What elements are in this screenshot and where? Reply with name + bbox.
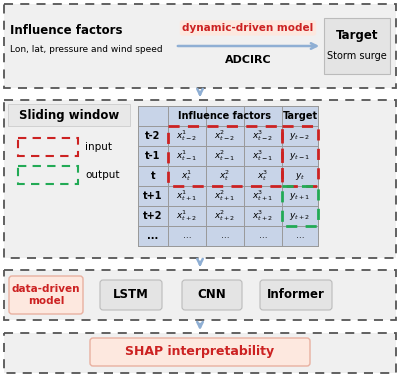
Text: ...: ... <box>147 231 159 241</box>
Bar <box>4 270 396 320</box>
Bar <box>138 106 318 246</box>
Bar <box>4 100 396 258</box>
Text: $x^1_{t+2}$: $x^1_{t+2}$ <box>176 209 198 223</box>
Text: data-driven
model: data-driven model <box>12 284 80 306</box>
Text: Influence factors: Influence factors <box>178 111 272 121</box>
Text: $y_{t+1}$: $y_{t+1}$ <box>289 191 311 202</box>
Text: ...: ... <box>221 232 229 241</box>
FancyBboxPatch shape <box>260 280 332 310</box>
FancyBboxPatch shape <box>9 276 83 314</box>
Text: t-1: t-1 <box>145 151 161 161</box>
Text: CNN: CNN <box>198 288 226 302</box>
Text: Storm surge: Storm surge <box>327 51 387 61</box>
Text: $y_{t-1}$: $y_{t-1}$ <box>289 150 311 162</box>
Text: Sliding window: Sliding window <box>19 109 119 121</box>
Text: $x^2_{t+1}$: $x^2_{t+1}$ <box>214 188 236 203</box>
Bar <box>8 104 130 126</box>
Bar <box>324 18 390 74</box>
Bar <box>4 4 396 88</box>
Text: Influence factors: Influence factors <box>10 23 122 36</box>
Text: $x^1_{t-2}$: $x^1_{t-2}$ <box>176 129 198 144</box>
Text: ...: ... <box>259 232 267 241</box>
Text: $x^3_{t+1}$: $x^3_{t+1}$ <box>252 188 274 203</box>
Text: t+2: t+2 <box>143 211 163 221</box>
Text: $x^3_{t+2}$: $x^3_{t+2}$ <box>252 209 274 223</box>
Text: $x^3_t$: $x^3_t$ <box>257 168 269 183</box>
Text: $y_{t+2}$: $y_{t+2}$ <box>290 211 310 221</box>
Text: t: t <box>151 171 155 181</box>
Bar <box>4 100 396 258</box>
Text: $x^2_{t+2}$: $x^2_{t+2}$ <box>214 209 236 223</box>
Text: input: input <box>85 142 112 152</box>
FancyBboxPatch shape <box>100 280 162 310</box>
Bar <box>4 333 396 373</box>
Bar <box>282 126 318 186</box>
Bar <box>18 166 78 184</box>
Text: $y_t$: $y_t$ <box>295 170 305 182</box>
Text: ...: ... <box>296 232 304 241</box>
Text: output: output <box>85 170 120 180</box>
Text: dynamic-driven model: dynamic-driven model <box>182 23 314 33</box>
Bar <box>4 333 396 373</box>
Text: t+1: t+1 <box>143 191 163 201</box>
Bar <box>4 4 396 88</box>
Text: $x^3_{t-2}$: $x^3_{t-2}$ <box>252 129 274 144</box>
Bar <box>18 138 78 156</box>
Text: SHAP interpretability: SHAP interpretability <box>126 346 274 358</box>
Bar <box>282 186 318 226</box>
Text: $x^3_{t-1}$: $x^3_{t-1}$ <box>252 149 274 164</box>
Text: LSTM: LSTM <box>113 288 149 302</box>
Text: t-2: t-2 <box>145 131 161 141</box>
Bar <box>168 126 282 186</box>
Text: Target: Target <box>282 111 318 121</box>
Text: Informer: Informer <box>267 288 325 302</box>
FancyBboxPatch shape <box>182 280 242 310</box>
Text: ...: ... <box>183 232 191 241</box>
Text: $x^2_{t-1}$: $x^2_{t-1}$ <box>214 149 236 164</box>
Text: $x^2_{t-2}$: $x^2_{t-2}$ <box>214 129 236 144</box>
Text: $x^1_t$: $x^1_t$ <box>181 168 193 183</box>
Text: ADCIRC: ADCIRC <box>225 55 271 65</box>
Text: $x^1_{t+1}$: $x^1_{t+1}$ <box>176 188 198 203</box>
Text: $y_{t-2}$: $y_{t-2}$ <box>290 130 310 141</box>
Text: $x^2_t$: $x^2_t$ <box>219 168 231 183</box>
Text: $x^1_{t-1}$: $x^1_{t-1}$ <box>176 149 198 164</box>
Text: Target: Target <box>336 29 378 42</box>
Bar <box>4 270 396 320</box>
Text: Lon, lat, pressure and wind speed: Lon, lat, pressure and wind speed <box>10 45 163 55</box>
FancyBboxPatch shape <box>90 338 310 366</box>
